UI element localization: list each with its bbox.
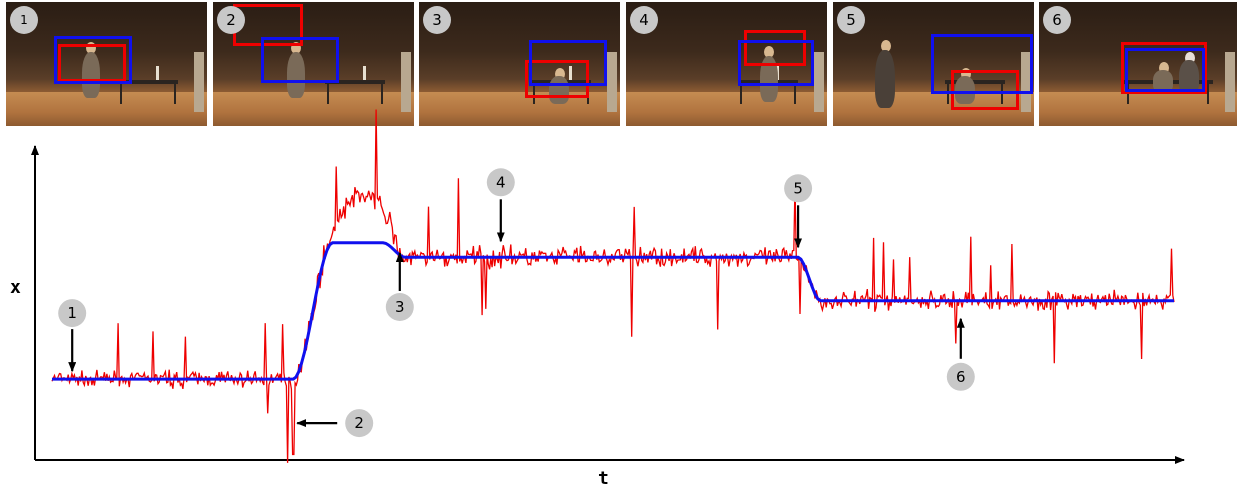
actor-head xyxy=(555,68,565,80)
video-frame-3: 3 xyxy=(419,2,620,126)
actor-head xyxy=(1185,52,1195,64)
frame-badge: 3 xyxy=(423,6,451,34)
frame-badge: 2 xyxy=(217,6,245,34)
actor-head xyxy=(881,40,891,52)
annotation-layer: 1 2 3 4 5 6 xyxy=(58,168,975,438)
stage-floor xyxy=(1039,92,1237,126)
stage-table xyxy=(325,80,385,84)
callout-label: 5 xyxy=(793,179,803,197)
detection-box-blue xyxy=(931,34,1033,94)
actor-figure xyxy=(1153,70,1173,92)
y-axis-label: x xyxy=(10,277,21,298)
callout-label: 1 xyxy=(67,304,77,322)
callout-badge xyxy=(58,299,87,328)
callout-badge xyxy=(385,293,414,321)
table-leg xyxy=(533,82,535,104)
detection-box-red xyxy=(58,44,126,82)
callout-label: 4 xyxy=(496,173,506,191)
actor-figure xyxy=(955,76,975,104)
video-frame-4: 4 xyxy=(626,2,827,126)
table-leg xyxy=(794,82,796,104)
callout-badge xyxy=(946,362,975,391)
callout-label: 6 xyxy=(956,368,966,386)
video-frame-1: 1 xyxy=(6,2,207,126)
video-frame-5: 5 xyxy=(833,2,1034,126)
actor-head xyxy=(961,68,971,80)
smoothed-series-line xyxy=(52,241,1174,381)
second-actor-figure xyxy=(875,50,895,108)
callout-label: 2 xyxy=(354,414,364,432)
stage-table xyxy=(118,80,178,84)
detection-box-red xyxy=(525,60,589,98)
callout-label: 3 xyxy=(395,298,405,316)
frame-badge: 1 xyxy=(10,6,38,34)
observed-series-line xyxy=(51,109,1175,463)
detection-box-blue xyxy=(529,40,607,86)
stage-floor xyxy=(213,92,414,126)
actor-head xyxy=(764,46,774,58)
detection-box-red xyxy=(744,30,806,66)
actor-head xyxy=(1159,62,1169,74)
x-axis-label: t xyxy=(598,468,609,488)
frame-badge: 4 xyxy=(630,6,658,34)
actor-figure xyxy=(82,52,100,98)
table-leg xyxy=(174,82,176,104)
stage-pillar xyxy=(1021,52,1031,112)
frame-badge: 6 xyxy=(1043,6,1071,34)
video-frame-6: 6 xyxy=(1039,2,1237,126)
stage-pillar xyxy=(607,52,617,112)
stage-floor xyxy=(626,92,827,126)
frame-badge: 5 xyxy=(837,6,865,34)
detection-box-red xyxy=(1121,42,1207,94)
frame-strip: 1 2 3 4 xyxy=(0,0,1237,127)
actor-figure xyxy=(287,52,305,98)
stage-pillar xyxy=(401,52,411,112)
actor-head xyxy=(291,42,301,54)
table-leg xyxy=(381,82,383,104)
stage-floor xyxy=(6,92,207,126)
bottle xyxy=(363,66,366,80)
detection-box-blue xyxy=(1125,48,1205,92)
table-leg xyxy=(740,82,742,104)
bottle xyxy=(156,66,159,80)
bottle xyxy=(569,66,572,80)
actor-figure xyxy=(760,56,778,102)
table-leg xyxy=(1207,82,1209,104)
detection-box-blue xyxy=(261,37,339,83)
detection-box-red xyxy=(951,70,1019,110)
callout-badge xyxy=(784,174,813,203)
stage-pillar xyxy=(1225,52,1235,112)
callout-badge xyxy=(486,168,515,197)
table-leg xyxy=(327,82,329,104)
detection-box-blue xyxy=(738,40,814,86)
video-frame-2: 2 xyxy=(213,2,414,126)
chart-axes: x t xyxy=(10,145,1185,488)
second-actor-figure xyxy=(1179,60,1199,94)
table-leg xyxy=(120,82,122,104)
actor-head xyxy=(86,42,96,54)
callout-badge xyxy=(345,409,374,438)
stage-pillar xyxy=(194,52,204,112)
stage-pillar xyxy=(814,52,824,112)
series-layer xyxy=(51,109,1175,463)
detection-box-blue xyxy=(54,36,132,84)
stage-table xyxy=(945,80,1005,84)
